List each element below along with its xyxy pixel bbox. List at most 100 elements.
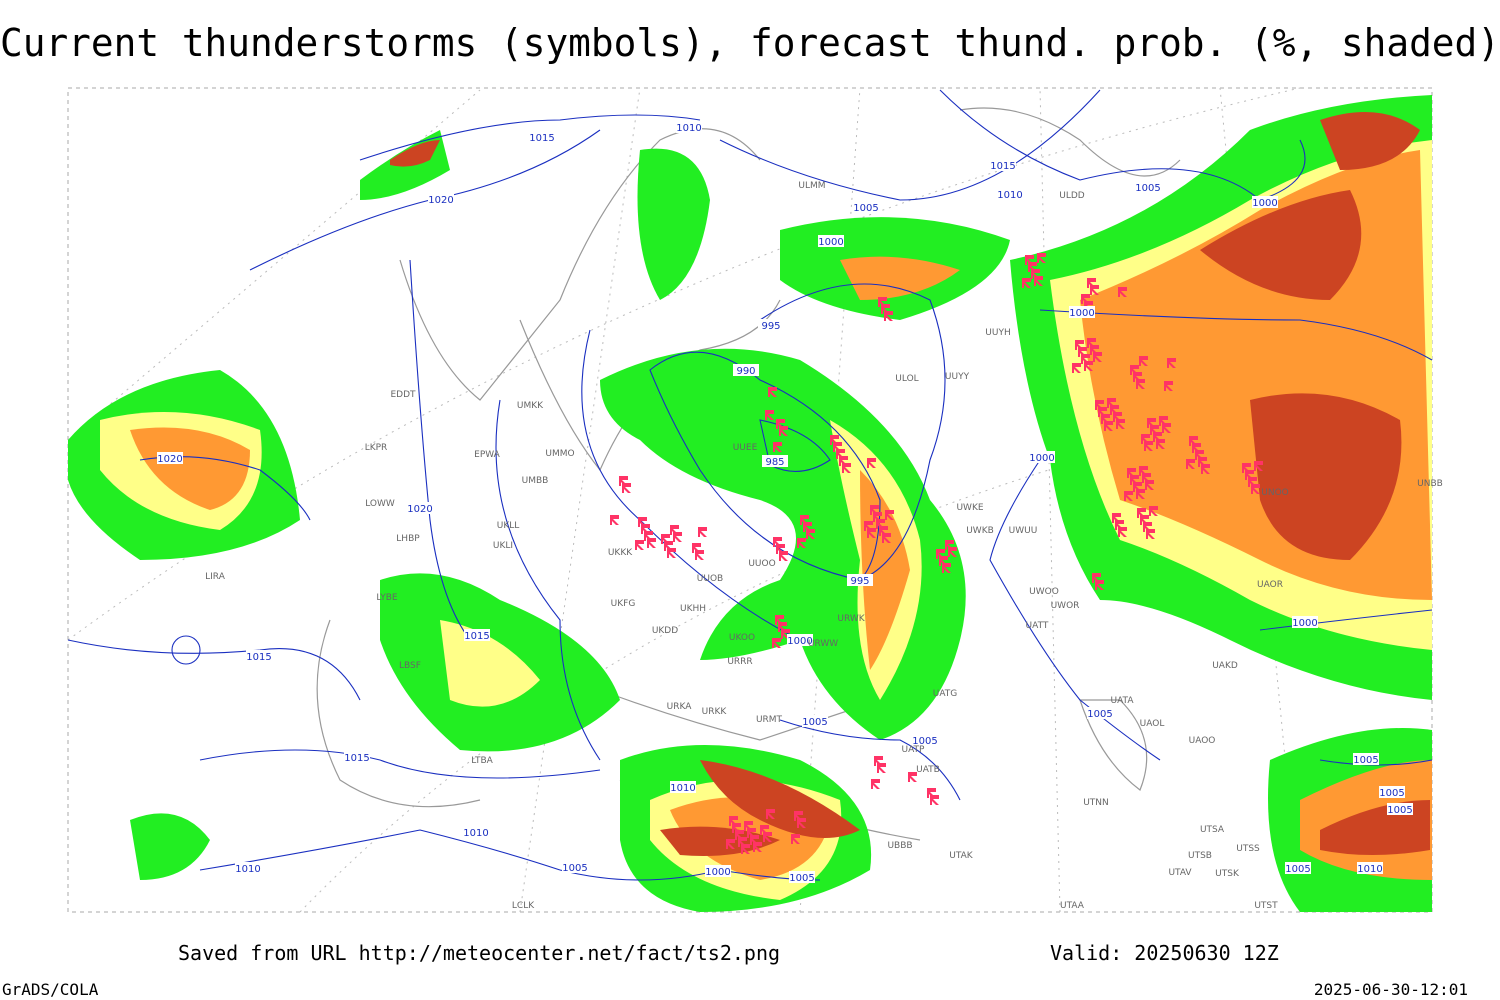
storm-symbol — [1093, 352, 1102, 362]
isobar-label: 1010 — [676, 123, 701, 134]
storm-symbol — [936, 549, 945, 559]
isobar-label-bg — [758, 319, 784, 331]
storm-symbol — [1118, 527, 1127, 537]
storm-symbol — [1162, 423, 1171, 433]
storm-symbol — [791, 834, 800, 844]
storm-symbol — [1145, 480, 1154, 490]
storm-symbol — [1189, 436, 1198, 446]
isobar-label-bg — [235, 862, 261, 874]
storm-symbol — [635, 540, 644, 550]
storm-symbol — [876, 519, 885, 529]
storm-symbol — [870, 505, 879, 515]
station-label: LTBA — [471, 756, 493, 766]
station-label: UATP — [902, 745, 926, 755]
storm-symbol — [833, 442, 842, 452]
storm-symbol — [1034, 276, 1043, 286]
storm-symbols — [610, 253, 1263, 854]
storm-symbol — [753, 842, 762, 852]
isobar-label: 1005 — [1087, 709, 1112, 720]
isobar-label-bg — [789, 871, 815, 883]
storm-symbol — [1087, 278, 1096, 288]
station-label: UKFG — [611, 599, 636, 609]
storm-symbol — [667, 548, 676, 558]
storm-symbol — [1159, 416, 1168, 426]
storm-symbol — [830, 435, 839, 445]
storm-symbol — [1090, 345, 1099, 355]
station-label: UUEE — [733, 443, 758, 453]
storm-symbol — [765, 410, 774, 420]
storm-symbol — [1087, 338, 1096, 348]
storm-symbol — [692, 543, 701, 553]
storm-symbol — [1133, 372, 1142, 382]
storm-symbol — [1141, 434, 1150, 444]
storm-symbol — [806, 529, 815, 539]
storm-symbol — [1127, 468, 1136, 478]
valid-time: Valid: 20250630 12Z — [1050, 941, 1279, 965]
isobar-label: 1015 — [344, 753, 369, 764]
storm-symbol — [1198, 457, 1207, 467]
storm-symbol — [908, 772, 917, 782]
station-label: UMKK — [517, 401, 544, 411]
storm-symbol — [641, 524, 650, 534]
isobar-label-bg — [1252, 196, 1278, 208]
isobar-label: 1010 — [1357, 864, 1382, 875]
station-label: LIRA — [205, 572, 226, 582]
timestamp: 2025-06-30-12:01 — [1314, 980, 1468, 999]
isobar-label-bg — [762, 455, 788, 467]
station-label: UKDD — [652, 626, 678, 636]
station-label: UUYH — [985, 328, 1010, 338]
storm-symbol — [1245, 470, 1254, 480]
station-label: UNOO — [1261, 488, 1289, 498]
isobar-label: 1005 — [912, 736, 937, 747]
isobar-labels: 1015 1010 1020 1005 1000 1015 1010 1005 1000 1000… — [157, 121, 1413, 884]
storm-symbol — [882, 533, 891, 543]
source-url: Saved from URL http://meteocenter.net/fa… — [178, 941, 780, 965]
isobar-label: 1020 — [407, 504, 432, 515]
storm-symbol — [1149, 506, 1158, 516]
station-label: UAKD — [1212, 661, 1238, 671]
storm-symbol — [884, 311, 893, 321]
software: GrADS/COLA — [2, 980, 99, 999]
isobar-label-bg — [464, 629, 490, 641]
station-label: LBSF — [399, 661, 421, 671]
storm-symbol — [867, 458, 876, 468]
station-label: UBBB — [887, 841, 912, 851]
isobar-label-bg — [407, 502, 433, 514]
storm-symbol — [871, 779, 880, 789]
storm-symbol — [1107, 398, 1116, 408]
isobar-label: 1005 — [802, 717, 827, 728]
storm-symbol — [1139, 466, 1148, 476]
isobar-label: 1000 — [705, 867, 730, 878]
storm-symbol — [1110, 405, 1119, 415]
storm-symbol — [779, 426, 788, 436]
isobar-label-bg — [344, 751, 370, 763]
isobar-label-bg — [847, 574, 873, 586]
storm-symbol — [776, 419, 785, 429]
storm-symbol — [638, 517, 647, 527]
storm-symbol — [1146, 529, 1155, 539]
storm-symbol — [1115, 520, 1124, 530]
station-label: UUOB — [697, 574, 723, 584]
storm-symbol — [797, 818, 806, 828]
isobar-label-bg — [157, 452, 183, 464]
station-label: UATB — [916, 765, 940, 775]
station-label: UTAA — [1060, 901, 1085, 911]
station-label: LKPR — [365, 443, 388, 453]
storm-symbol — [877, 763, 886, 773]
storm-symbol — [775, 615, 784, 625]
isobar-label-bg — [428, 193, 454, 205]
storm-symbol — [1037, 253, 1046, 263]
isobar-label: 1010 — [670, 783, 695, 794]
station-label: UAOO — [1189, 736, 1216, 746]
isobar-label-bg — [1087, 707, 1113, 719]
isobar-label: 1000 — [787, 636, 812, 647]
station-label: URMT — [756, 715, 783, 725]
isobar-label-bg — [912, 734, 938, 746]
isobar-label: 1010 — [463, 828, 488, 839]
storm-symbol — [1090, 285, 1099, 295]
isobar-label: 1005 — [1135, 183, 1160, 194]
station-label: EPWA — [474, 450, 501, 460]
station-label: UKHH — [680, 604, 706, 614]
isobar-label: 995 — [761, 321, 780, 332]
storm-symbol — [773, 537, 782, 547]
